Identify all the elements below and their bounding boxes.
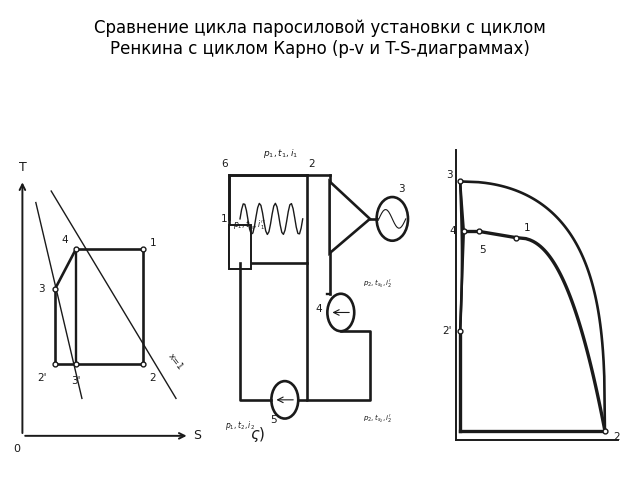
FancyBboxPatch shape [229, 175, 307, 263]
Circle shape [376, 197, 408, 241]
Text: Сравнение цикла паросиловой установки с циклом
Ренкина с циклом Карно (р-v и T-S: Сравнение цикла паросиловой установки с … [94, 19, 546, 58]
Text: 3: 3 [398, 184, 404, 194]
Text: 5: 5 [270, 415, 277, 425]
Text: 0: 0 [13, 444, 20, 455]
Text: $p_1,t_1,i_1$: $p_1,t_1,i_1$ [263, 146, 298, 159]
Text: 1: 1 [150, 238, 156, 248]
Text: 1: 1 [524, 223, 531, 233]
Text: $p_2,t_{s_0},i_2'$: $p_2,t_{s_0},i_2'$ [364, 278, 392, 290]
Circle shape [328, 294, 355, 331]
Text: $p_2,t_{s_2},i_2'$: $p_2,t_{s_2},i_2'$ [364, 412, 392, 425]
Text: 2': 2' [37, 373, 46, 383]
Polygon shape [330, 181, 370, 253]
Text: 4: 4 [449, 227, 456, 236]
Text: 3: 3 [445, 170, 452, 180]
Text: 2': 2' [442, 326, 452, 336]
Text: 5: 5 [479, 245, 486, 255]
Text: T: T [19, 161, 26, 174]
Text: 4: 4 [315, 304, 322, 314]
Text: 2: 2 [150, 373, 156, 383]
Circle shape [271, 381, 298, 419]
Text: 6: 6 [221, 159, 228, 169]
Text: 3: 3 [38, 284, 45, 294]
Text: $p_1,t_{s_0},i_1''$: $p_1,t_{s_0},i_1''$ [233, 218, 265, 232]
Text: x=1: x=1 [166, 351, 185, 372]
Text: 3': 3' [72, 376, 81, 386]
Text: $p_1,t_2,i_2$: $p_1,t_2,i_2$ [225, 419, 255, 432]
Text: 2: 2 [612, 432, 620, 442]
Text: 4: 4 [61, 235, 68, 245]
Text: $\varsigma)$: $\varsigma)$ [250, 424, 266, 444]
FancyBboxPatch shape [229, 225, 252, 269]
Text: 2: 2 [308, 159, 315, 169]
Text: S: S [193, 429, 201, 443]
Text: 1: 1 [221, 214, 228, 224]
